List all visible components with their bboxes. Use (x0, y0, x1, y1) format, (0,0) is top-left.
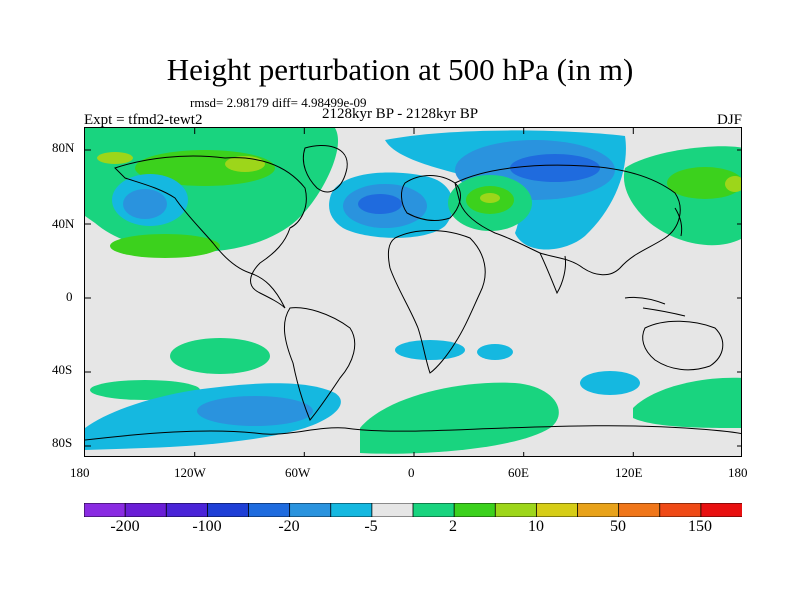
plot-title: Height perturbation at 500 hPa (in m) (166, 52, 634, 87)
colorbar-segment-0 (84, 503, 127, 517)
colorbar-segment-14 (659, 503, 702, 517)
lon-tick-60w: 60W (285, 465, 311, 480)
coast-antarctica (85, 425, 741, 441)
lon-tick-180w: 180 (70, 465, 90, 480)
field-nam-yellow (225, 156, 265, 172)
colorbar-segment-7 (371, 503, 414, 517)
colorbar-label-neg5: -5 (364, 518, 378, 535)
season-label: DJF (716, 112, 742, 128)
colorbar (84, 503, 742, 517)
map-svg (85, 128, 741, 456)
colorbar-segment-11 (535, 503, 579, 517)
lat-tick-0: 0 (66, 289, 73, 304)
colorbar-label-neg20: -20 (278, 518, 300, 535)
experiment-label: Expt = tfmd2-tewt2 (84, 112, 203, 128)
field-so-green (360, 382, 559, 454)
field-easia-yellow (725, 176, 741, 192)
colorbar-segment-13 (618, 503, 661, 517)
field-sind-blue (477, 344, 513, 360)
colorbar-segment-5 (289, 503, 332, 517)
lon-tick-60e: 60E (508, 465, 529, 480)
colorbar-label-50: 50 (610, 518, 626, 535)
field-npac-yellow (97, 152, 133, 164)
axis-ticks (85, 128, 741, 456)
colorbar-segment-2 (165, 503, 209, 517)
field-natl-blue3 (358, 194, 402, 214)
field-sub-green (110, 234, 220, 258)
field-spac-green (170, 338, 270, 374)
colorbar-label-10: 10 (528, 518, 544, 535)
colorbar-segment-6 (330, 503, 373, 517)
coast-greenland (302, 145, 348, 193)
colorbar-segment-1 (124, 503, 168, 517)
anomaly-fields (85, 128, 741, 454)
colorbar-segment-4 (248, 503, 291, 517)
field-russia-yellow (480, 193, 500, 203)
stats-label: rmsd= 2.98179 diff= 4.98499e-09 (190, 95, 367, 110)
coast-australia (642, 320, 724, 371)
lon-tick-0: 0 (408, 465, 415, 480)
lat-tick-40n: 40N (52, 216, 75, 231)
lat-tick-80n: 80N (52, 140, 75, 155)
field-sio-blue (580, 371, 640, 395)
field-so-blue2 (197, 396, 313, 426)
field-nepac-blue2 (123, 189, 167, 219)
colorbar-segment-3 (206, 503, 250, 517)
coast-india (539, 252, 566, 295)
coast-indonesia (624, 297, 686, 317)
lon-tick-180e: 180 (728, 465, 748, 480)
colorbar-label-neg200: -200 (110, 518, 140, 535)
period-label: 2128kyr BP - 2128kyr BP (321, 106, 479, 122)
coast-south-america (283, 307, 356, 421)
coast-asia (454, 164, 681, 276)
lon-tick-120e: 120E (615, 465, 643, 480)
map-plot (84, 127, 742, 457)
coast-europe (401, 175, 461, 221)
coast-africa (387, 230, 486, 374)
colorbar-label-2: 2 (449, 518, 457, 535)
coast-japan (674, 207, 683, 237)
lon-tick-120w: 120W (174, 465, 206, 480)
colorbar-label-150: 150 (688, 518, 712, 535)
field-easia-light (667, 167, 741, 199)
lat-tick-40s: 40S (52, 362, 73, 377)
field-arctic-blue3 (510, 154, 600, 182)
colorbar-segment-10 (494, 503, 538, 517)
colorbar-segment-15 (700, 503, 742, 517)
field-so-green2 (633, 377, 741, 428)
lat-tick-80s: 80S (52, 435, 73, 450)
colorbar-segment-8 (412, 503, 456, 517)
coastlines (85, 145, 741, 441)
colorbar-segment-12 (577, 503, 620, 517)
coast-north-america (114, 155, 307, 309)
colorbar-label-neg100: -100 (192, 518, 222, 535)
colorbar-segment-9 (453, 503, 497, 517)
